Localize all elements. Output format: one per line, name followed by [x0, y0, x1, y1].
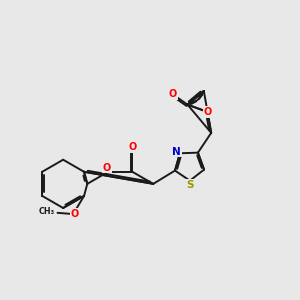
Text: O: O	[70, 209, 79, 219]
Text: O: O	[128, 142, 136, 152]
Text: O: O	[103, 163, 111, 173]
Text: N: N	[172, 146, 181, 157]
Text: CH₃: CH₃	[38, 207, 55, 216]
Text: S: S	[186, 180, 194, 190]
Text: O: O	[169, 89, 177, 99]
Text: O: O	[203, 107, 211, 117]
